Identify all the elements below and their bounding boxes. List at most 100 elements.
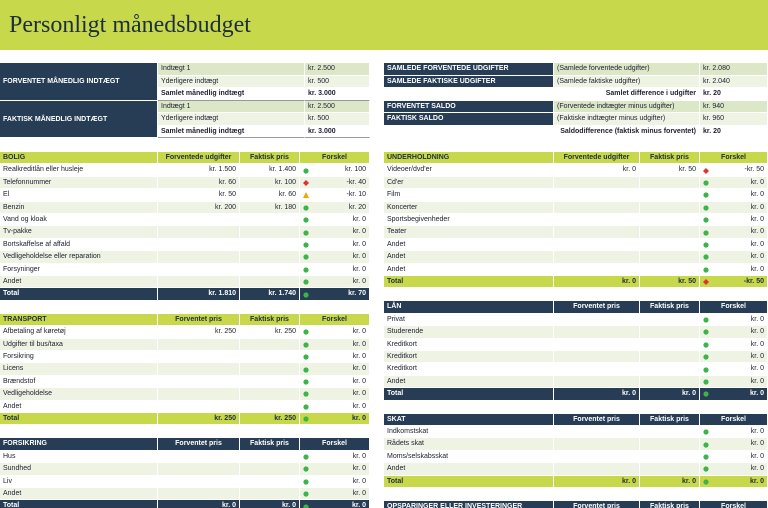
diff-cell: kr. 0 — [300, 326, 370, 339]
row-name: Forsyninger — [0, 263, 158, 276]
actual-cell — [640, 313, 700, 327]
diff-cell: kr. 0 — [700, 438, 768, 451]
row-name: Film — [384, 189, 554, 202]
actual-cell: kr. 60 — [240, 189, 300, 202]
diff-cell: -kr. 10 — [300, 189, 370, 202]
total-diff: kr. 0 — [300, 500, 370, 508]
status-icon — [703, 267, 709, 273]
actual-cell — [640, 463, 700, 476]
total-expected: kr. 0 — [554, 388, 640, 401]
status-icon — [303, 267, 309, 273]
row-name: Videoer/dvd'er — [384, 164, 554, 177]
row-name: Brændstof — [0, 375, 158, 389]
actual-cell — [640, 201, 700, 214]
actual-cell — [240, 276, 300, 289]
summary-value: kr. 20 — [700, 88, 768, 101]
status-icon — [703, 354, 709, 360]
status-icon — [703, 342, 709, 348]
actual-cell — [640, 176, 700, 190]
status-icon — [703, 167, 709, 174]
diff-cell: kr. 0 — [300, 388, 370, 401]
status-icon — [703, 217, 709, 223]
actual-cell — [240, 263, 300, 276]
actual-cell — [240, 226, 300, 239]
expected-cell — [554, 251, 640, 264]
actual-cell: kr. 100 — [240, 176, 300, 190]
column-header: Forventet pris — [554, 413, 640, 426]
expected-cell — [158, 363, 240, 376]
actual-cell — [640, 226, 700, 239]
total-label: Total — [0, 413, 158, 426]
expected-cell: kr. 200 — [158, 201, 240, 214]
diff-cell: kr. 0 — [700, 251, 768, 264]
total-actual: kr. 250 — [240, 413, 300, 426]
status-icon — [303, 167, 309, 174]
status-icon — [303, 404, 309, 410]
diff-cell: kr. 0 — [300, 463, 370, 476]
summary-label: Indtægt 1 — [158, 63, 305, 76]
row-name: Afbetaling af køretøj — [0, 326, 158, 339]
diff-cell: kr. 0 — [700, 426, 768, 439]
actual-cell: kr. 1.400 — [240, 164, 300, 177]
column-header: Forventede udgifter — [554, 152, 640, 165]
expected-cell — [158, 388, 240, 401]
diff-cell: kr. 0 — [700, 463, 768, 476]
diff-cell: kr. 0 — [300, 488, 370, 501]
status-icon — [303, 354, 309, 360]
actual-cell — [640, 450, 700, 464]
total-diff: kr. 70 — [300, 288, 370, 301]
table-title: BOLIG — [0, 152, 158, 165]
diff-cell: -kr. 40 — [300, 176, 370, 190]
expected-cell — [554, 238, 640, 252]
row-name: Hus — [0, 450, 158, 464]
column-header: Forskel — [300, 438, 370, 451]
actual-cell — [240, 363, 300, 376]
row-name: Bortskaffelse af affald — [0, 238, 158, 252]
summary-label: Saldodifference (faktisk minus forventet… — [384, 125, 700, 138]
summary-heading: FAKTISK SALDO — [384, 113, 554, 126]
summary-value: kr. 940 — [700, 100, 768, 113]
row-name: Telefonnummer — [0, 176, 158, 190]
diff-cell: kr. 0 — [300, 251, 370, 264]
diff-cell: kr. 0 — [700, 338, 768, 351]
summary-value: kr. 3.000 — [305, 125, 370, 138]
row-name: Andet — [384, 375, 554, 389]
row-name: Privat — [384, 313, 554, 327]
status-icon — [703, 466, 709, 472]
status-icon — [303, 205, 309, 211]
diff-cell: kr. 0 — [700, 189, 768, 202]
diff-cell: kr. 0 — [700, 326, 768, 339]
actual-cell — [640, 214, 700, 227]
summary-note: (Forventede indtægter minus udgifter) — [554, 100, 700, 113]
expected-cell — [554, 375, 640, 389]
expected-cell — [158, 351, 240, 364]
row-name: Sportsbegivenheder — [384, 214, 554, 227]
summary-value: kr. 20 — [700, 125, 768, 138]
actual-cell — [640, 375, 700, 389]
status-icon — [303, 180, 309, 186]
actual-cell — [640, 351, 700, 364]
summary-note: (Faktiske indtægter minus udgifter) — [554, 113, 700, 126]
actual-cell — [240, 463, 300, 476]
total-label: Total — [384, 388, 554, 401]
expected-cell — [554, 426, 640, 439]
total-expected: kr. 0 — [158, 500, 240, 508]
row-name: El — [0, 189, 158, 202]
status-icon — [303, 217, 309, 223]
summary-label: Samlet månedlig indtægt — [158, 125, 305, 138]
table-title: UNDERHOLDNING — [384, 152, 554, 165]
diff-cell: kr. 0 — [700, 201, 768, 214]
summary-value: kr. 2.080 — [700, 63, 768, 76]
expected-cell — [554, 326, 640, 339]
status-icon — [303, 391, 309, 397]
actual-cell: kr. 50 — [640, 164, 700, 177]
summary-heading: FAKTISK MÅNEDLIG INDTÆGT — [0, 100, 158, 138]
diff-cell: kr. 0 — [300, 475, 370, 488]
summary-label: Samlet månedlig indtægt — [158, 88, 305, 101]
row-name: Sundhed — [0, 463, 158, 476]
expected-cell — [158, 276, 240, 289]
row-name: Kreditkort — [384, 338, 554, 351]
total-label: Total — [0, 288, 158, 301]
total-expected: kr. 250 — [158, 413, 240, 426]
expected-cell — [158, 226, 240, 239]
